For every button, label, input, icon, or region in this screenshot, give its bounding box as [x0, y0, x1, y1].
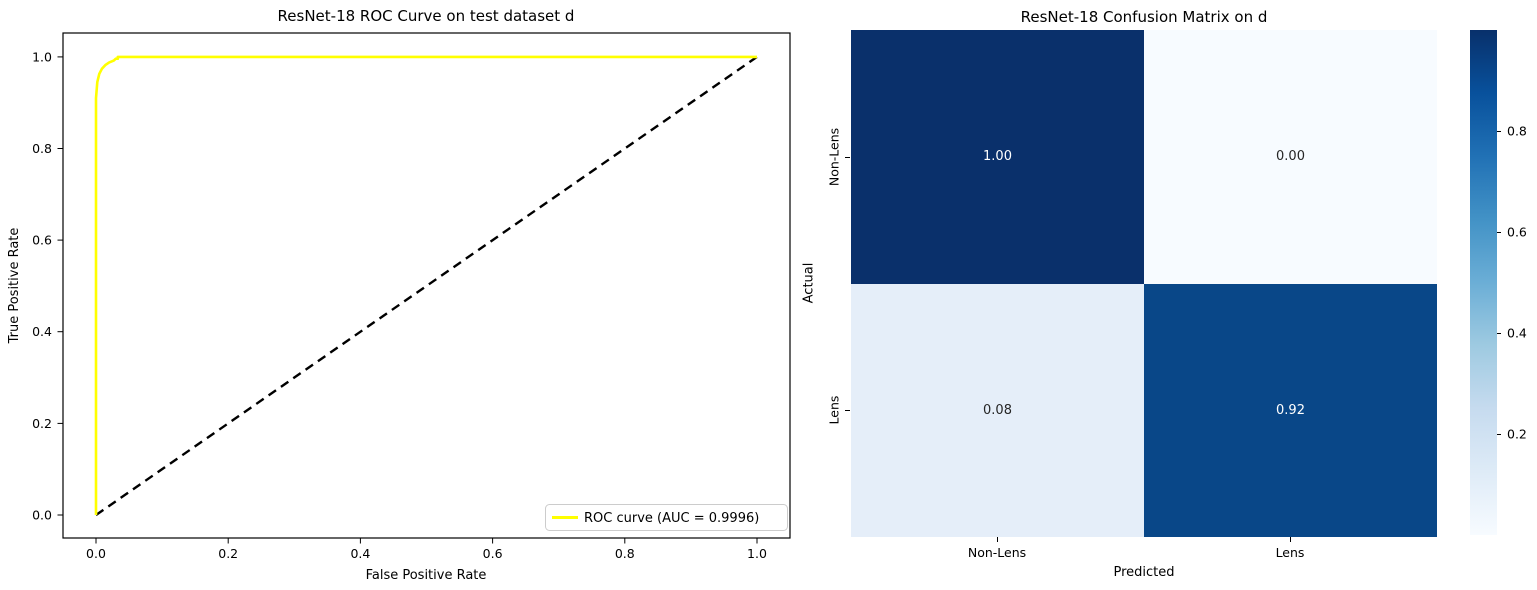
roc-y-tick-label: 0.0 — [32, 508, 52, 523]
roc-x-tick-label: 0.4 — [350, 546, 370, 561]
cm-colorbar-tickmark — [1497, 232, 1501, 233]
roc-plot: ResNet-18 ROC Curve on test dataset d 0.… — [7, 7, 791, 583]
cm-colorbar-tickmark — [1497, 434, 1501, 435]
roc-x-tick-label: 0.2 — [218, 546, 238, 561]
cm-yaxis-label: Actual — [801, 262, 817, 304]
cm-colorbar — [1470, 30, 1497, 535]
cm-x-tickmark — [1290, 537, 1291, 542]
roc-y-tick-label: 0.2 — [32, 416, 52, 431]
roc-legend-label: ROC curve (AUC = 0.9996) — [584, 511, 759, 526]
roc-yaxis-label: True Positive Rate — [7, 228, 22, 345]
cm-xaxis-label: Predicted — [1113, 565, 1175, 580]
cm-colorbar-tick-label: 0.2 — [1507, 426, 1527, 442]
roc-y-tickmarks — [57, 56, 63, 516]
cm-y-tickmark — [845, 157, 850, 158]
cm-heatmap: 1.00 0.00 0.08 0.92 — [851, 30, 1437, 537]
cm-plot-title: ResNet-18 Confusion Matrix on d — [1020, 8, 1268, 26]
cm-cell-actual-nonlens-pred-lens: 0.00 — [1144, 30, 1437, 284]
cm-colorbar-tick-label: 0.6 — [1507, 224, 1527, 240]
roc-y-tick-label: 0.6 — [32, 233, 52, 248]
roc-curve-line — [94, 55, 757, 515]
cm-y-tickmark — [845, 410, 850, 411]
cm-colorbar-tick-label: 0.4 — [1507, 325, 1527, 341]
cm-colorbar-tickmark — [1497, 131, 1501, 132]
roc-y-tick-label: 0.4 — [32, 324, 52, 339]
roc-legend: ROC curve (AUC = 0.9996) — [545, 504, 788, 531]
cm-cell-actual-lens-pred-lens: 0.92 — [1144, 283, 1437, 537]
roc-x-tick-label: 0.0 — [86, 546, 106, 561]
roc-axes-border — [62, 32, 791, 539]
cm-cell-actual-lens-pred-nonlens: 0.08 — [851, 283, 1144, 537]
roc-legend-box — [545, 504, 788, 531]
cm-x-tick-label-nonlens: Non-Lens — [967, 545, 1027, 560]
cm-colorbar-tickmark — [1497, 333, 1501, 334]
roc-x-tick-label: 0.8 — [615, 546, 635, 561]
roc-x-tickmarks — [95, 538, 758, 544]
roc-xaxis-label: False Positive Rate — [366, 568, 487, 583]
roc-plot-title: ResNet-18 ROC Curve on test dataset d — [278, 7, 575, 25]
cm-x-tickmark — [997, 537, 998, 542]
cm-y-tick-label-nonlens: Non-Lens — [826, 127, 842, 187]
cm-x-tick-label-lens: Lens — [1275, 545, 1305, 560]
cm-y-tick-label-lens: Lens — [826, 395, 842, 425]
roc-y-tick-label: 1.0 — [32, 49, 52, 64]
cm-cell-actual-nonlens-pred-nonlens: 1.00 — [851, 30, 1144, 284]
roc-x-tick-label: 0.6 — [483, 546, 503, 561]
roc-y-tick-label: 0.8 — [32, 141, 52, 156]
roc-x-tick-label: 1.0 — [747, 546, 767, 561]
cm-colorbar-tick-label: 0.8 — [1507, 123, 1527, 139]
chance-diagonal-line — [95, 55, 758, 516]
